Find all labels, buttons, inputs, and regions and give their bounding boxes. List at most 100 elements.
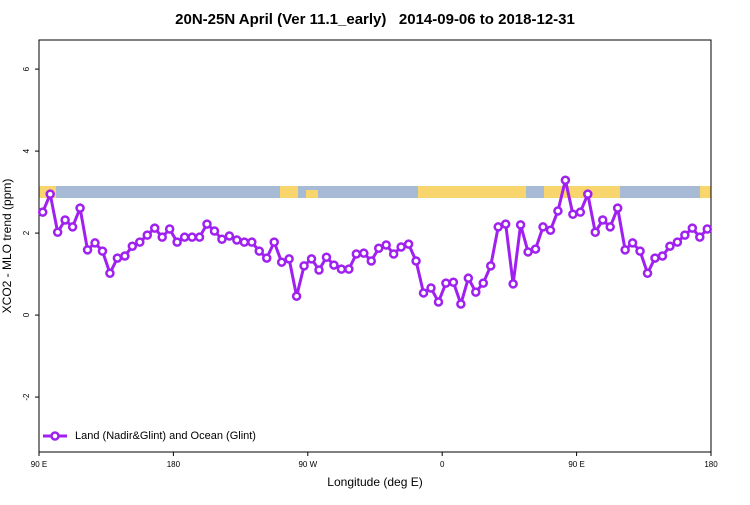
data-point (456, 299, 466, 309)
data-point (568, 209, 578, 219)
data-point (553, 206, 563, 216)
legend-label: Land (Nadir&Glint) and Ocean (Glint) (75, 430, 256, 442)
data-point (545, 225, 556, 235)
data-point (261, 253, 272, 263)
x-tick-label: 90 E (568, 460, 584, 469)
data-point (336, 264, 347, 274)
data-point (299, 261, 309, 271)
data-point (665, 241, 675, 251)
data-point (538, 222, 548, 232)
data-point (112, 253, 123, 263)
data-point (52, 227, 63, 238)
data-point (254, 246, 265, 256)
data-point (471, 287, 481, 297)
x-axis-label: Longitude (deg E) (327, 475, 422, 489)
data-point (306, 254, 317, 264)
data-point (82, 245, 93, 255)
data-point (560, 175, 571, 185)
data-point (523, 247, 533, 257)
data-point (187, 232, 197, 242)
x-tick-label: 180 (167, 460, 181, 469)
data-point (635, 246, 645, 256)
data-point (60, 215, 70, 225)
data-point (37, 207, 48, 217)
y-axis-label: XCO2 - MLO trend (ppm) (0, 179, 14, 314)
data-point (590, 227, 601, 238)
data-point (650, 253, 660, 263)
data-point (485, 261, 496, 271)
data-point (403, 239, 414, 249)
x-tick-label: 90 E (31, 460, 47, 469)
y-tick-label: 4 (22, 148, 31, 153)
data-point (441, 278, 451, 288)
data-point (179, 232, 190, 242)
data-point (247, 237, 257, 247)
y-tick-label: 2 (22, 230, 31, 235)
data-point (605, 222, 615, 232)
data-point (508, 279, 518, 289)
data-point (232, 235, 242, 245)
data-point (90, 238, 100, 248)
data-point (75, 203, 85, 213)
data-point (583, 189, 593, 199)
data-point (627, 238, 638, 248)
data-point (224, 231, 235, 241)
data-point (127, 241, 138, 251)
data-point (209, 226, 220, 236)
data-point (202, 219, 212, 229)
data-point (612, 203, 623, 213)
data-point (157, 232, 167, 242)
data-point (284, 254, 294, 264)
data-point (515, 220, 526, 230)
data-point (500, 219, 511, 229)
data-point (45, 189, 55, 199)
data-point (344, 264, 354, 274)
data-point (276, 257, 287, 267)
data-point (366, 256, 377, 266)
data-point (269, 237, 279, 247)
data-point (321, 252, 332, 263)
data-point (329, 260, 339, 270)
data-point (680, 230, 690, 240)
legend-marker (50, 431, 60, 441)
data-point (672, 237, 683, 247)
data-point (695, 232, 705, 242)
data-point (463, 273, 474, 283)
data-point (314, 265, 324, 275)
data-point (194, 232, 205, 242)
data-point (120, 251, 130, 261)
data-point (373, 243, 384, 254)
data-point (530, 244, 541, 254)
data-point (217, 234, 227, 244)
data-point (433, 297, 444, 307)
data-point (388, 249, 399, 259)
data-point (448, 277, 459, 288)
data-point (359, 248, 369, 258)
data-point (418, 288, 429, 298)
chart-title: 20N-25N April (Ver 11.1_early) 2014-09-0… (175, 11, 575, 28)
data-point (396, 242, 406, 252)
data-point (381, 240, 391, 250)
data-point (493, 222, 503, 232)
data-point (291, 291, 302, 301)
x-tick-label: 0 (440, 460, 445, 469)
data-point (411, 256, 421, 266)
data-point (97, 246, 108, 256)
y-tick-label: -2 (22, 393, 31, 401)
x-tick-label: 180 (704, 460, 718, 469)
data-point (575, 207, 586, 217)
y-tick-label: 0 (22, 312, 31, 317)
data-point (351, 249, 362, 259)
data-point (67, 222, 78, 232)
plot-frame (38, 39, 712, 453)
data-point (135, 237, 145, 247)
data-point (597, 215, 608, 225)
x-tick-label: 90 W (298, 460, 317, 469)
data-point (687, 223, 698, 233)
data-point (239, 237, 250, 247)
data-point (105, 268, 115, 279)
data-point (149, 223, 160, 233)
y-tick-label: 6 (22, 66, 31, 71)
data-point (702, 224, 713, 234)
